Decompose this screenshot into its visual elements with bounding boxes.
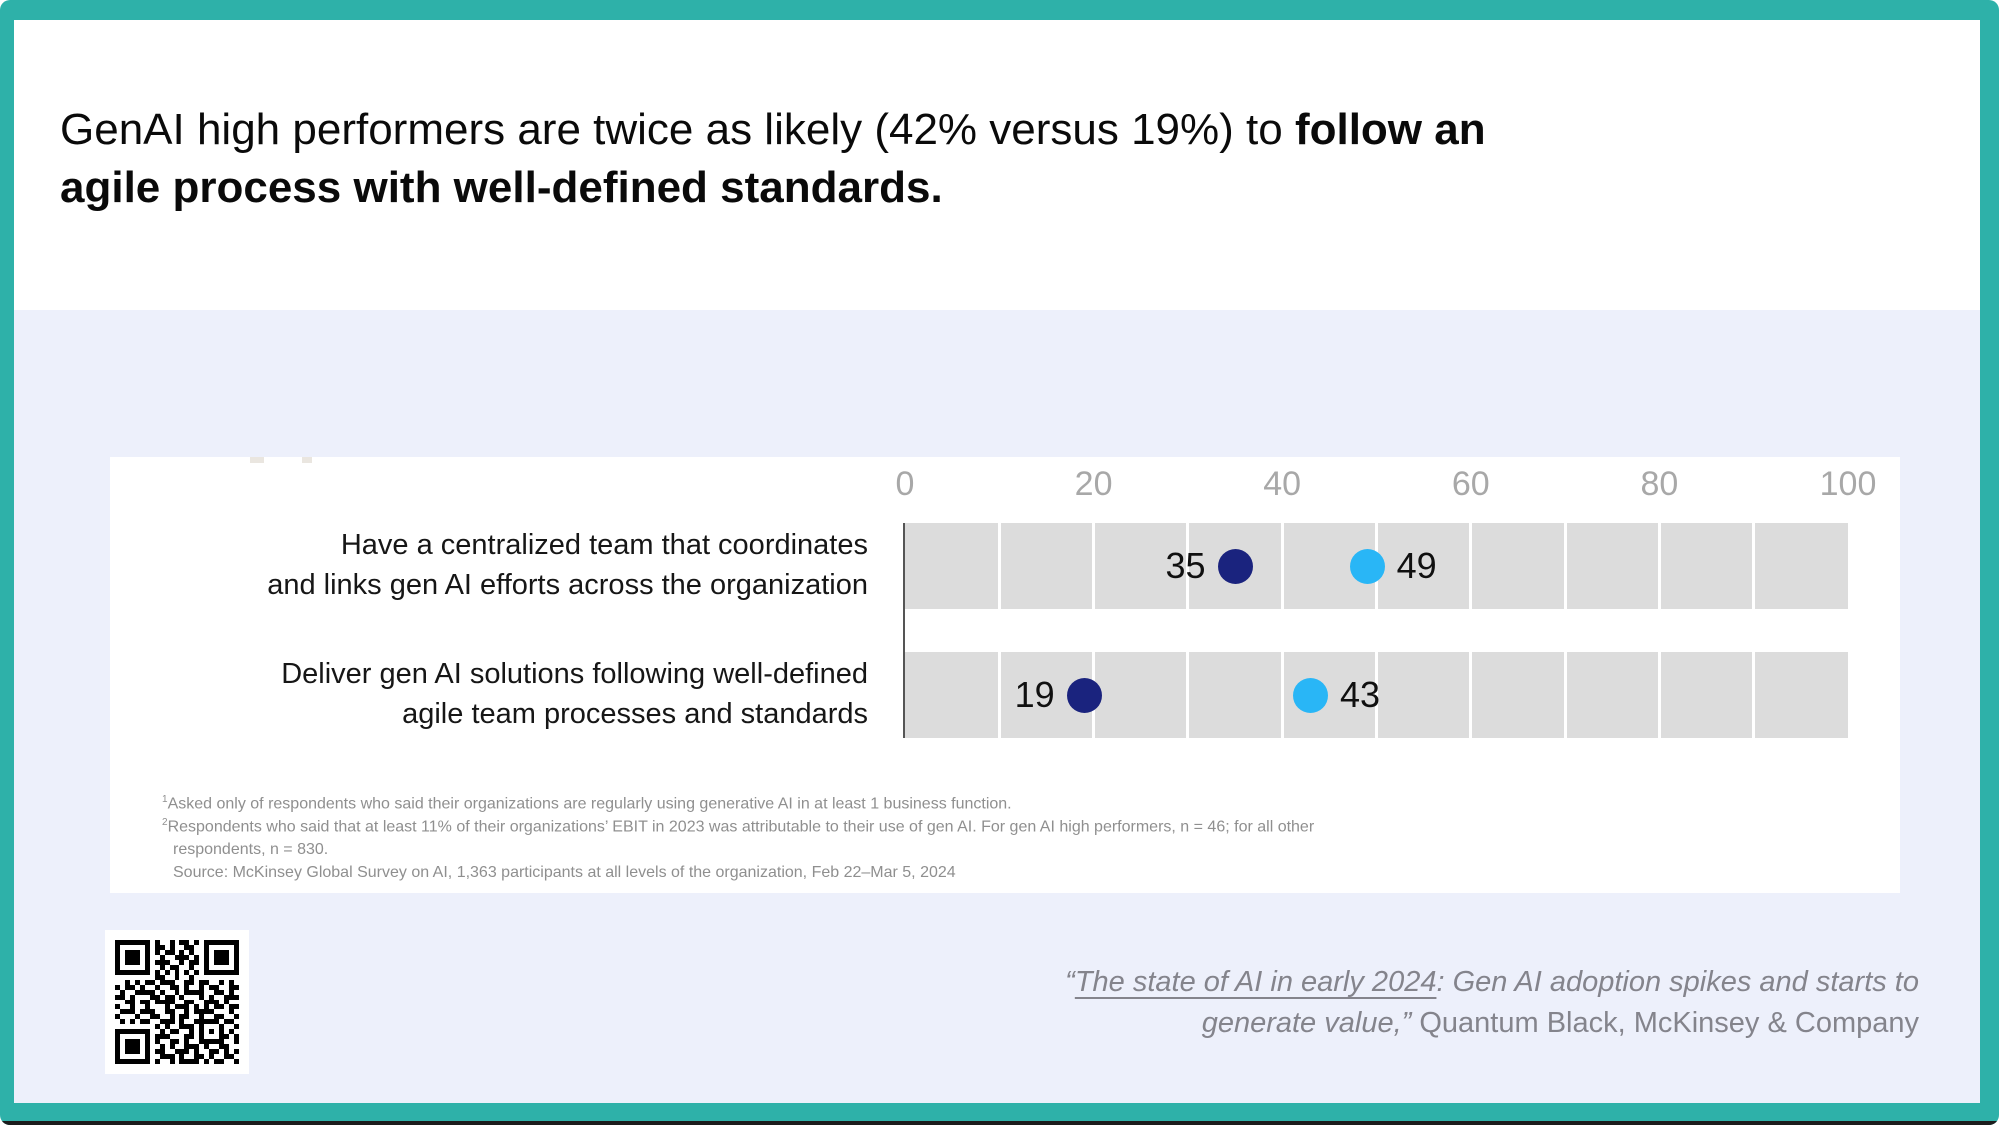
footnotes: 1Asked only of respondents who said thei… — [162, 793, 1812, 885]
footnote-2: 2Respondents who said that at least 11% … — [162, 816, 1812, 839]
axis-tick-label: 100 — [1819, 465, 1877, 503]
footnote-2-sup: 2 — [162, 817, 168, 829]
gridline — [1469, 523, 1473, 609]
axis-tick-label: 0 — [895, 465, 915, 503]
dot-dark-blue-dots — [1066, 677, 1102, 713]
gridline — [997, 652, 1001, 738]
crop-artifact — [302, 457, 312, 463]
gridline — [1657, 652, 1661, 738]
page-title: GenAI high performers are twice as likel… — [60, 101, 1940, 215]
gridline — [1280, 523, 1284, 609]
category-label-1-line2: and links gen AI efforts across the orga… — [267, 569, 868, 601]
value-label: 19 — [1014, 674, 1055, 715]
citation: “The state of AI in early 2024: Gen AI a… — [919, 962, 1919, 1043]
title-bold-line2: agile process with well-defined standard… — [60, 162, 943, 212]
footnote-1-sup: 1 — [162, 794, 168, 805]
chart-card: 0 20 40 60 80 100 Have a centralized team tha… — [110, 457, 1900, 893]
gridline — [1092, 523, 1096, 609]
qr-code — [105, 930, 249, 1074]
gridline — [1752, 652, 1756, 738]
gridline — [1563, 652, 1567, 738]
dot-light-blue-dots — [1349, 548, 1385, 584]
value-label: 35 — [1165, 545, 1206, 586]
title-regular: GenAI high performers are twice as likel… — [60, 105, 1295, 155]
axis-tick-label: 60 — [1451, 465, 1490, 503]
gridline — [1469, 652, 1473, 738]
screenshot-bottom-edge — [0, 1121, 1999, 1125]
citation-open-quote: “ — [1065, 966, 1075, 998]
title-bold-line1: follow an — [1294, 105, 1486, 155]
header-band — [14, 20, 1980, 310]
axis-tick-label: 80 — [1640, 465, 1679, 503]
footnote-2-continuation: respondents, n = 830. — [173, 841, 329, 859]
dot-dark-blue-dots — [1217, 548, 1253, 584]
gridline — [1657, 523, 1661, 609]
citation-middle-line2: generate value,” — [1201, 1006, 1412, 1039]
category-label-2: Deliver gen AI solutions following well-… — [110, 650, 868, 738]
bar-row: 19 43 — [905, 652, 1848, 738]
gridline — [1280, 652, 1284, 738]
qr-code-grid — [115, 940, 239, 1064]
y-axis-line — [903, 523, 905, 738]
category-label-2-line1: Deliver gen AI solutions following well-… — [281, 658, 868, 690]
footnote-1: 1Asked only of respondents who said thei… — [162, 793, 1812, 816]
gridline — [1563, 523, 1567, 609]
value-label: 49 — [1396, 545, 1437, 586]
crop-artifact — [250, 457, 264, 463]
bar-row: 35 49 — [905, 523, 1848, 609]
citation-attribution: Quantum Black, McKinsey & Company — [1411, 1006, 1919, 1039]
axis-tick-label: 20 — [1074, 465, 1113, 503]
footnote-1-text: Asked only of respondents who said their… — [167, 795, 1012, 813]
source-line: Source: McKinsey Global Survey on AI, 1,… — [173, 863, 956, 881]
category-label-1-line1: Have a centralized team that coordinates — [340, 529, 868, 561]
gridline — [1186, 652, 1190, 738]
gridline — [997, 523, 1001, 609]
footnote-2-text: Respondents who said that at least 11% o… — [167, 818, 1315, 836]
gridline — [1752, 523, 1756, 609]
x-axis: 0 20 40 60 80 100 — [896, 465, 1877, 507]
category-label-1: Have a centralized team that coordinates… — [110, 521, 868, 609]
dot-light-blue-dots — [1292, 677, 1328, 713]
citation-link[interactable]: The state of AI in early 2024 — [1074, 966, 1437, 998]
gridline — [1186, 523, 1190, 609]
citation-middle-line1: : Gen AI adoption spikes and starts to — [1436, 966, 1919, 998]
category-label-2-line2: agile team processes and standards — [402, 698, 868, 730]
axis-tick-label: 40 — [1263, 465, 1302, 503]
gridline — [1375, 652, 1378, 738]
value-label: 43 — [1339, 674, 1381, 715]
